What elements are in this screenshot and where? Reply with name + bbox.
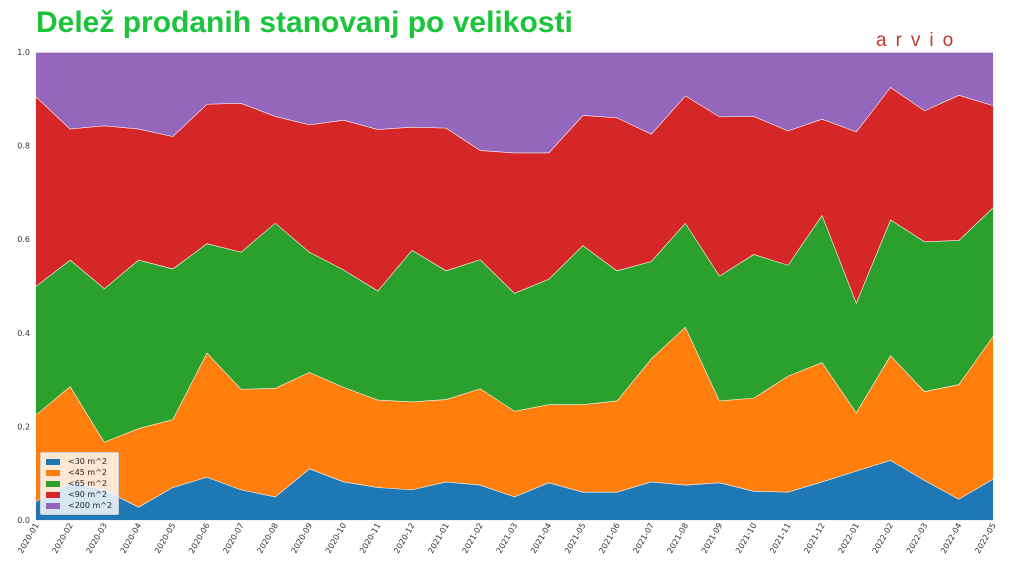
x-tick-label: 2021-09	[700, 522, 725, 555]
x-tick-label: 2020-09	[290, 522, 315, 555]
x-tick-label: 2020-05	[153, 522, 178, 555]
x-tick-label: 2021-02	[461, 522, 486, 555]
legend-item: <45 m^2	[46, 467, 112, 478]
legend-label: <30 m^2	[68, 457, 108, 466]
y-tick-label: 0.4	[17, 329, 30, 338]
x-tick-label: 2022-01	[837, 522, 862, 555]
x-tick-label: 2021-11	[768, 522, 793, 555]
x-tick-label: 2022-03	[905, 522, 930, 555]
x-tick-label: 2021-04	[529, 522, 554, 555]
legend-swatch	[46, 480, 60, 487]
x-tick-label: 2021-08	[666, 522, 691, 555]
y-tick-label: 0.6	[17, 235, 30, 244]
x-tick-label: 2022-05	[973, 522, 998, 555]
x-tick-label: 2022-02	[871, 522, 896, 555]
x-tick-label: 2020-04	[119, 522, 144, 555]
x-tick-label: 2020-06	[187, 522, 212, 555]
x-tick-label: 2020-08	[255, 522, 280, 555]
y-tick-label: 0.0	[17, 516, 30, 525]
x-tick-label: 2021-01	[426, 522, 451, 555]
legend-item: <200 m^2	[46, 500, 112, 511]
x-tick-label: 2020-02	[50, 522, 75, 555]
x-tick-label: 2020-01	[16, 522, 41, 555]
legend-swatch	[46, 458, 60, 465]
x-tick-label: 2020-03	[85, 522, 110, 555]
legend-item: <65 m^2	[46, 478, 112, 489]
legend-swatch	[46, 502, 60, 509]
arvio-logo: arvio	[876, 30, 963, 51]
x-tick-label: 2021-03	[495, 522, 520, 555]
x-tick-label: 2022-04	[939, 522, 964, 555]
x-tick-label: 2021-05	[563, 522, 588, 555]
x-tick-label: 2020-11	[358, 522, 383, 555]
x-tick-label: 2021-10	[734, 522, 759, 555]
area-series-5	[36, 52, 993, 153]
chart-title: Delež prodanih stanovanj po velikosti	[36, 6, 573, 39]
y-tick-label: 1.0	[17, 48, 30, 57]
area-series-1	[36, 460, 993, 520]
legend-item: <30 m^2	[46, 456, 112, 467]
legend-label: <90 m^2	[68, 490, 108, 499]
legend-item: <90 m^2	[46, 489, 112, 500]
y-tick-label: 0.2	[17, 422, 30, 431]
legend-label: <200 m^2	[68, 501, 113, 510]
legend: <30 m^2 <45 m^2 <65 m^2 <90 m^2 <200 m^2	[40, 452, 120, 515]
areas	[35, 51, 994, 520]
area-series-4	[36, 87, 993, 303]
x-tick-label: 2021-06	[597, 522, 622, 555]
x-tick-label: 2021-07	[631, 522, 656, 555]
legend-swatch	[46, 491, 60, 498]
area-series-3	[36, 207, 993, 442]
legend-swatch	[46, 469, 60, 476]
x-tick-label: 2020-12	[392, 522, 417, 555]
x-tick-label: 2020-07	[221, 522, 246, 555]
legend-label: <45 m^2	[68, 468, 108, 477]
y-tick-label: 0.8	[17, 142, 30, 151]
x-tick-label: 2020-10	[324, 522, 349, 555]
x-tick-label: 2021-12	[802, 522, 827, 555]
legend-label: <65 m^2	[68, 479, 108, 488]
area-series-2	[36, 326, 993, 507]
